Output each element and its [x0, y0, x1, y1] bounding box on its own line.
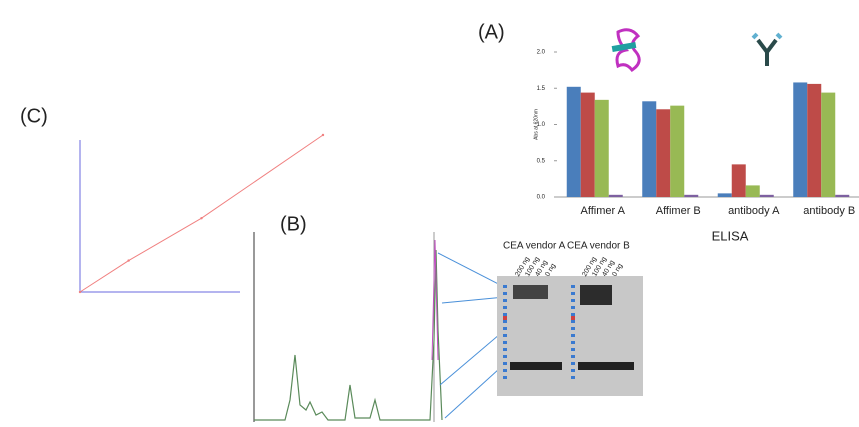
western-blot [497, 276, 643, 396]
bar [821, 93, 835, 197]
bar [793, 82, 807, 197]
bar [746, 185, 760, 197]
bar [835, 195, 849, 197]
bar [718, 193, 732, 197]
panel-label: (A) [478, 21, 505, 43]
point [322, 134, 324, 136]
y-tick-label: 1.5 [537, 86, 546, 92]
bar [760, 195, 774, 197]
chromatogram [254, 232, 442, 422]
point [200, 217, 202, 219]
x-axis-label: ELISA [712, 228, 749, 243]
x-tick-label: Affimer A [581, 205, 626, 217]
bar [595, 100, 609, 197]
figure: (A) (C) (B) CEA vendor A CEA vendor B 20… [0, 0, 859, 422]
x-tick-label: Affimer B [656, 205, 701, 217]
bar [581, 93, 595, 197]
y-axis-label: Abs at 620nm [533, 109, 539, 140]
bar [684, 195, 698, 197]
bar [732, 164, 746, 197]
point [79, 291, 81, 293]
panel-label: (C) [20, 105, 48, 127]
bar [609, 195, 623, 197]
y-tick-label: 2.0 [537, 50, 546, 56]
bar [670, 106, 684, 197]
y-tick-label: 0.5 [537, 158, 546, 164]
bar [807, 84, 821, 197]
bar [642, 101, 656, 197]
antibody-icon [753, 34, 781, 66]
panel-label: (B) [280, 213, 307, 235]
y-tick-label: 0.0 [537, 195, 546, 201]
affimer-icon [612, 30, 640, 70]
bar [656, 109, 670, 197]
bar [567, 87, 581, 197]
x-tick-label: antibody A [728, 205, 780, 217]
point [127, 259, 129, 261]
x-tick-label: antibody B [803, 205, 855, 217]
vendor-label: CEA vendor A [503, 241, 566, 252]
vendor-label: CEA vendor B [567, 241, 630, 252]
